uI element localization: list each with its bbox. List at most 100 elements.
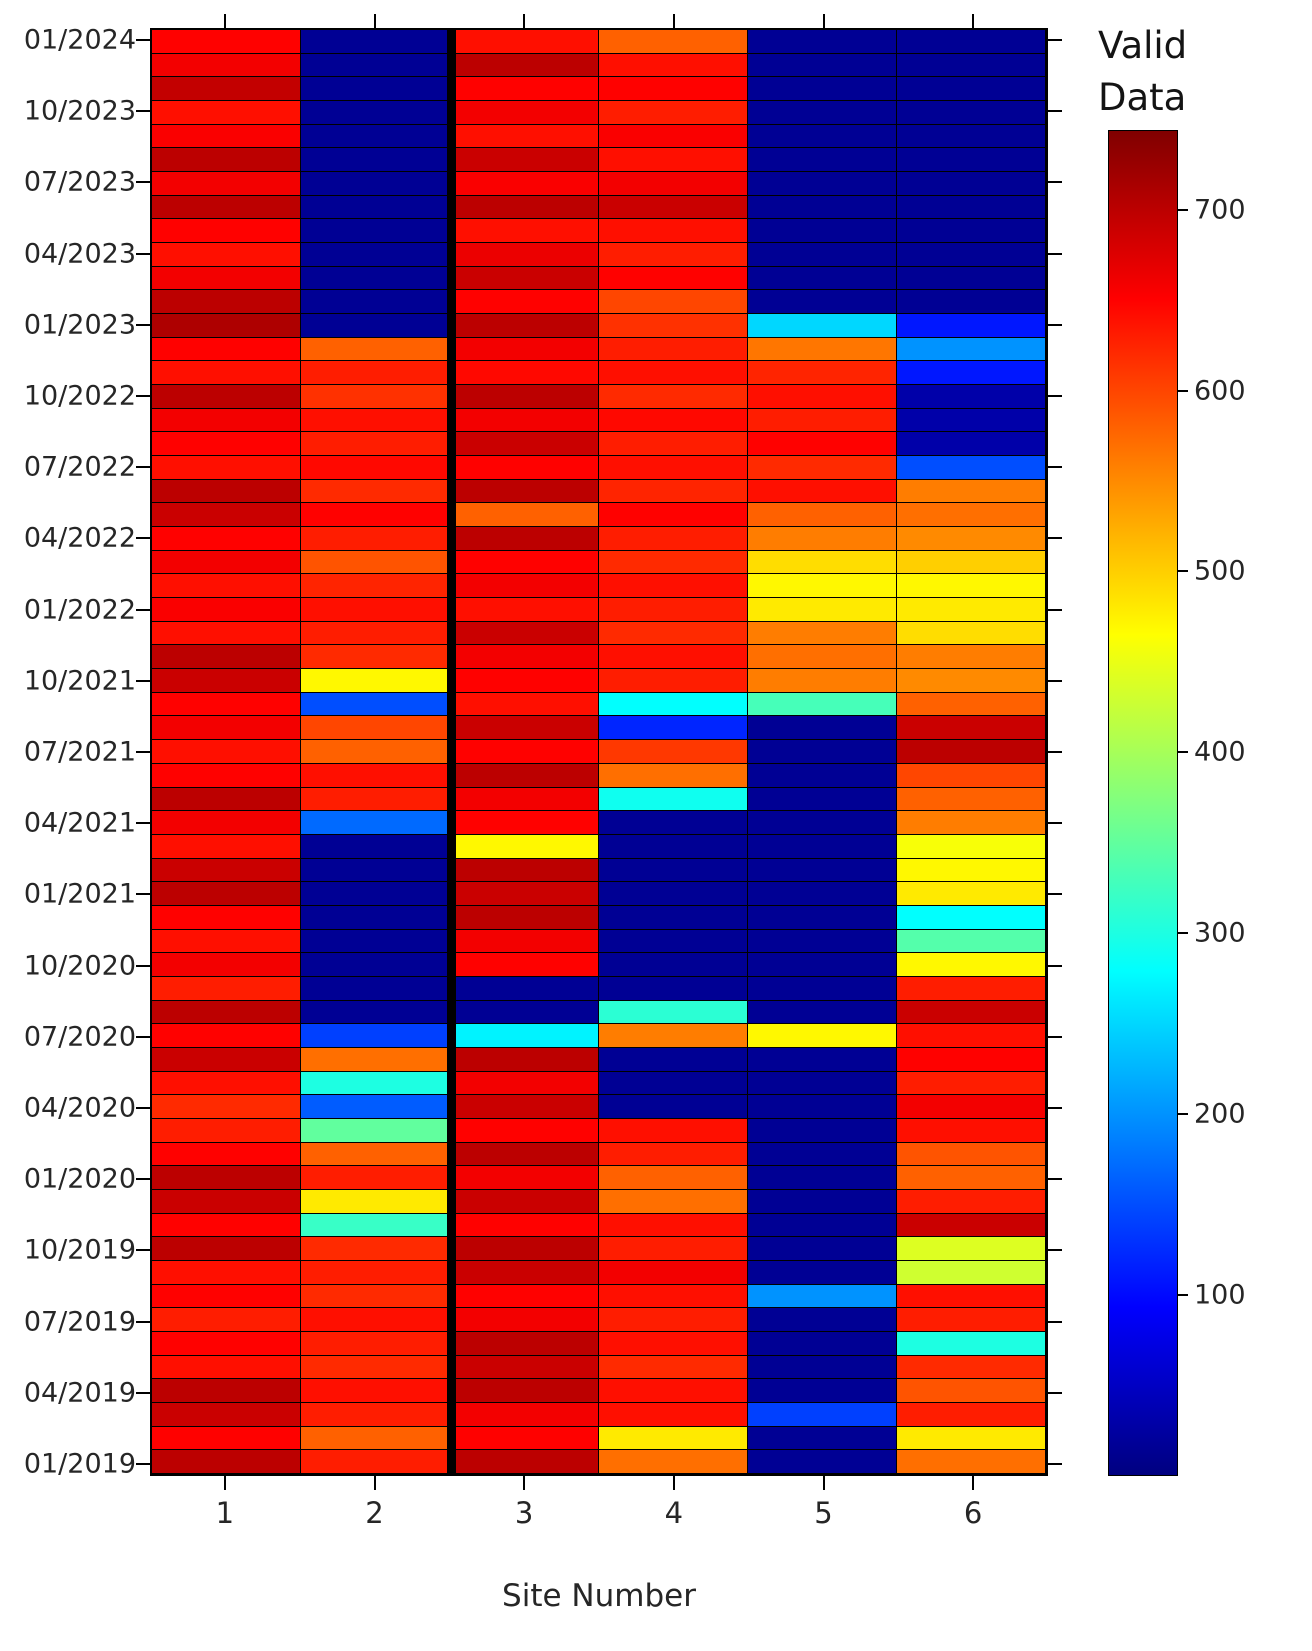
colorbar-tick-mark <box>1178 208 1188 211</box>
colorbar-tick-mark <box>1178 1113 1188 1116</box>
heatmap-cell <box>450 77 599 102</box>
heatmap-cell <box>748 905 897 930</box>
heatmap-cell <box>599 1213 748 1238</box>
heatmap-cell <box>599 1189 748 1214</box>
heatmap-cell <box>450 1166 599 1190</box>
heatmap-cell <box>450 1000 599 1025</box>
heatmap-cell <box>301 479 450 504</box>
heatmap-cell <box>748 1118 897 1143</box>
site-separator-line <box>446 30 456 1474</box>
x-tick-mark <box>373 1476 376 1490</box>
heatmap-cell <box>152 645 301 670</box>
heatmap-cell <box>152 1308 301 1332</box>
heatmap-cell <box>599 692 748 717</box>
heatmap-cell <box>748 929 897 954</box>
heatmap-cell <box>599 1308 748 1332</box>
heatmap-cell <box>301 1118 450 1143</box>
heatmap-cell <box>897 1355 1046 1380</box>
heatmap-cell <box>301 1402 450 1427</box>
heatmap-cell <box>748 740 897 764</box>
heatmap-cell <box>599 621 748 646</box>
y-tick-label: 01/2024 <box>23 24 136 56</box>
heatmap-cell <box>152 124 301 149</box>
y-tick-label: 10/2023 <box>23 95 136 127</box>
colorbar-tick-mark <box>1178 389 1188 392</box>
heatmap-cell <box>748 834 897 859</box>
heatmap-cell <box>748 385 897 409</box>
y-tick-mark <box>136 394 150 397</box>
y-tick-mark <box>136 893 150 896</box>
heatmap-cell <box>450 1260 599 1285</box>
heatmap-cell <box>748 645 897 670</box>
heatmap-cell <box>152 1426 301 1451</box>
heatmap-cell <box>599 148 748 173</box>
colorbar-title-line2: Data <box>1098 75 1187 119</box>
heatmap-cell <box>599 1355 748 1380</box>
heatmap-cell <box>897 1071 1046 1096</box>
heatmap-cell <box>301 1024 450 1048</box>
heatmap-cell <box>748 1166 897 1190</box>
heatmap-cell <box>152 1355 301 1380</box>
y-tick-label: 01/2020 <box>23 1163 136 1195</box>
heatmap-cell <box>897 30 1046 54</box>
y-tick-mark-right <box>1048 252 1062 255</box>
heatmap-cell <box>301 1355 450 1380</box>
heatmap-cell <box>599 361 748 386</box>
heatmap-cell <box>301 1379 450 1403</box>
colorbar-tick-mark <box>1178 932 1188 935</box>
heatmap-cell <box>152 408 301 433</box>
heatmap-cell <box>450 456 599 480</box>
x-tick-mark-top <box>523 14 526 28</box>
heatmap-cell <box>450 858 599 883</box>
heatmap-cell <box>152 479 301 504</box>
heatmap-cell <box>748 1142 897 1167</box>
y-tick-label: 04/2020 <box>23 1092 136 1124</box>
y-tick-mark <box>136 608 150 611</box>
plot-area <box>150 28 1048 1476</box>
heatmap-cell <box>301 645 450 670</box>
heatmap-cell <box>301 1047 450 1072</box>
heatmap-cell <box>599 905 748 930</box>
heatmap-cell <box>897 1237 1046 1261</box>
x-tick-mark-top <box>672 14 675 28</box>
heatmap-cell <box>450 1426 599 1451</box>
heatmap-cell <box>599 645 748 670</box>
heatmap-cell <box>301 337 450 362</box>
y-tick-mark <box>136 822 150 825</box>
heatmap-cell <box>748 266 897 291</box>
colorbar-title: Valid Data <box>1098 20 1187 124</box>
heatmap-cell <box>748 148 897 173</box>
heatmap-cell <box>301 527 450 551</box>
y-tick-mark <box>136 110 150 113</box>
heatmap-cell <box>897 669 1046 693</box>
heatmap-cell <box>450 219 599 244</box>
heatmap-cell <box>599 1142 748 1167</box>
heatmap-cell <box>599 669 748 693</box>
y-tick-label: 04/2023 <box>23 238 136 269</box>
heatmap-cell <box>897 811 1046 835</box>
heatmap-cell <box>301 290 450 315</box>
heatmap-cell <box>152 1024 301 1048</box>
heatmap-cell <box>301 905 450 930</box>
heatmap-cell <box>450 101 599 125</box>
heatmap-cell <box>599 740 748 764</box>
heatmap-cell <box>748 1402 897 1427</box>
heatmap-cell <box>748 1260 897 1285</box>
heatmap-cell <box>897 1024 1046 1048</box>
heatmap-cell <box>152 195 301 220</box>
heatmap-cell <box>301 1237 450 1261</box>
y-tick-mark-right <box>1048 466 1062 469</box>
heatmap-cell <box>599 574 748 599</box>
heatmap-cell <box>301 172 450 196</box>
heatmap-cell <box>748 432 897 457</box>
heatmap-cell <box>748 77 897 102</box>
heatmap-cell <box>450 53 599 78</box>
colorbar <box>1108 130 1178 1476</box>
heatmap-cell <box>897 53 1046 78</box>
heatmap-cell <box>301 1000 450 1025</box>
heatmap-cell <box>450 621 599 646</box>
y-tick-mark-right <box>1048 1463 1062 1466</box>
x-tick-mark <box>223 1476 226 1490</box>
heatmap-cell <box>152 598 301 622</box>
heatmap-cell <box>152 1047 301 1072</box>
